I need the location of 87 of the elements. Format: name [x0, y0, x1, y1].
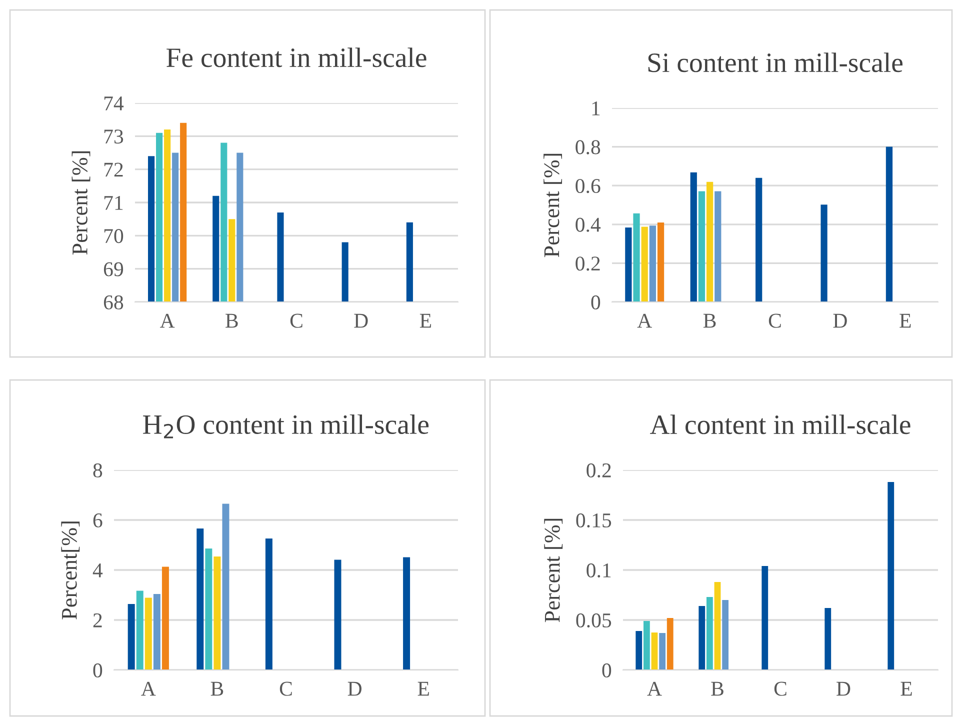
bar	[690, 172, 697, 302]
y-tick-label: 4	[92, 564, 103, 578]
y-tick-label: 70	[104, 229, 124, 244]
x-tick-label: D	[836, 682, 850, 696]
x-tick-label: C	[774, 682, 786, 696]
bar	[820, 204, 828, 302]
y-tick-label: 73	[104, 130, 124, 144]
x-tick-label: D	[354, 314, 368, 328]
y-tick-label: 0	[602, 663, 612, 678]
x-tick-label: C	[290, 314, 302, 328]
bar	[625, 228, 632, 302]
bar	[824, 608, 832, 670]
y-tick-label: 0.2	[586, 463, 611, 478]
bar	[657, 222, 664, 302]
y-tick-label: 0.2	[576, 256, 600, 271]
y-tick-label: 0.1	[586, 563, 611, 578]
x-tick-label: B	[226, 314, 238, 328]
y-tick-label: 1	[592, 101, 600, 116]
y-tick-label: 0.8	[576, 140, 600, 154]
bar	[651, 632, 658, 670]
y-tick-label: 0.15	[576, 513, 612, 528]
bar	[196, 528, 204, 670]
x-tick-label: B	[703, 314, 716, 328]
bar	[643, 621, 650, 670]
bar	[666, 618, 674, 670]
x-tick-label: E	[418, 682, 429, 696]
bar	[265, 538, 272, 670]
bar	[698, 606, 706, 670]
x-tick-label: D	[833, 314, 847, 328]
y-tick-label: 68	[104, 295, 124, 310]
bar	[706, 182, 714, 302]
x-tick-label: A	[160, 314, 175, 328]
bar	[698, 191, 706, 302]
x-tick-label: E	[420, 314, 432, 328]
bar	[205, 548, 212, 670]
x-tick-label: B	[711, 682, 724, 696]
y-tick-label: 8	[93, 463, 102, 478]
bar	[403, 557, 410, 670]
y-tick-label: 0.4	[576, 218, 601, 232]
y-axis-title: Percent [%]	[544, 154, 562, 258]
y-axis-title: Percent [%]	[544, 518, 563, 622]
y-tick-label: 0.6	[576, 178, 600, 194]
bar	[641, 226, 648, 302]
chart-title: H$_{2}$O content in mill-scale	[143, 414, 429, 438]
y-tick-label: 69	[104, 262, 124, 276]
y-tick-label: 0	[93, 663, 102, 678]
x-tick-label: B	[210, 682, 224, 696]
x-tick-label: E	[900, 682, 912, 696]
chart-title: Si content in mill-scale	[648, 52, 902, 72]
bar	[706, 597, 713, 670]
x-tick-label: E	[900, 314, 911, 328]
y-tick-label: 71	[104, 196, 123, 210]
x-tick-label: A	[647, 682, 662, 696]
chart-title: Fe content in mill-scale	[166, 48, 426, 68]
y-tick-label: 6	[93, 513, 102, 528]
bar	[136, 590, 144, 670]
bar	[633, 213, 640, 302]
bar	[649, 226, 656, 302]
y-tick-label: 0	[591, 295, 600, 310]
bar	[144, 598, 152, 670]
x-tick-label: C	[768, 314, 781, 328]
y-tick-label: 74	[104, 96, 124, 110]
y-tick-label: 72	[104, 162, 123, 177]
bar	[222, 504, 230, 670]
bar	[714, 582, 721, 670]
bar	[888, 482, 894, 670]
x-tick-label: C	[280, 682, 292, 696]
bar	[659, 633, 666, 670]
y-axis-title: Percent[%]	[61, 522, 80, 620]
bar	[636, 631, 642, 670]
bar	[886, 146, 893, 302]
bar	[162, 566, 169, 670]
y-axis-title: Percent [%]	[72, 151, 90, 255]
bar	[722, 600, 729, 670]
bar	[214, 556, 221, 670]
bar	[756, 178, 762, 302]
bar	[128, 604, 135, 670]
bar	[334, 560, 342, 670]
x-tick-label: A	[141, 682, 156, 696]
y-tick-label: 2	[93, 613, 102, 628]
bar	[762, 566, 768, 670]
y-tick-label: 0.05	[576, 613, 612, 628]
bar	[714, 191, 722, 302]
x-tick-label: D	[348, 682, 362, 696]
chart-title: Al content in mill-scale	[650, 414, 910, 434]
bar	[153, 594, 160, 670]
x-tick-label: A	[637, 314, 652, 328]
